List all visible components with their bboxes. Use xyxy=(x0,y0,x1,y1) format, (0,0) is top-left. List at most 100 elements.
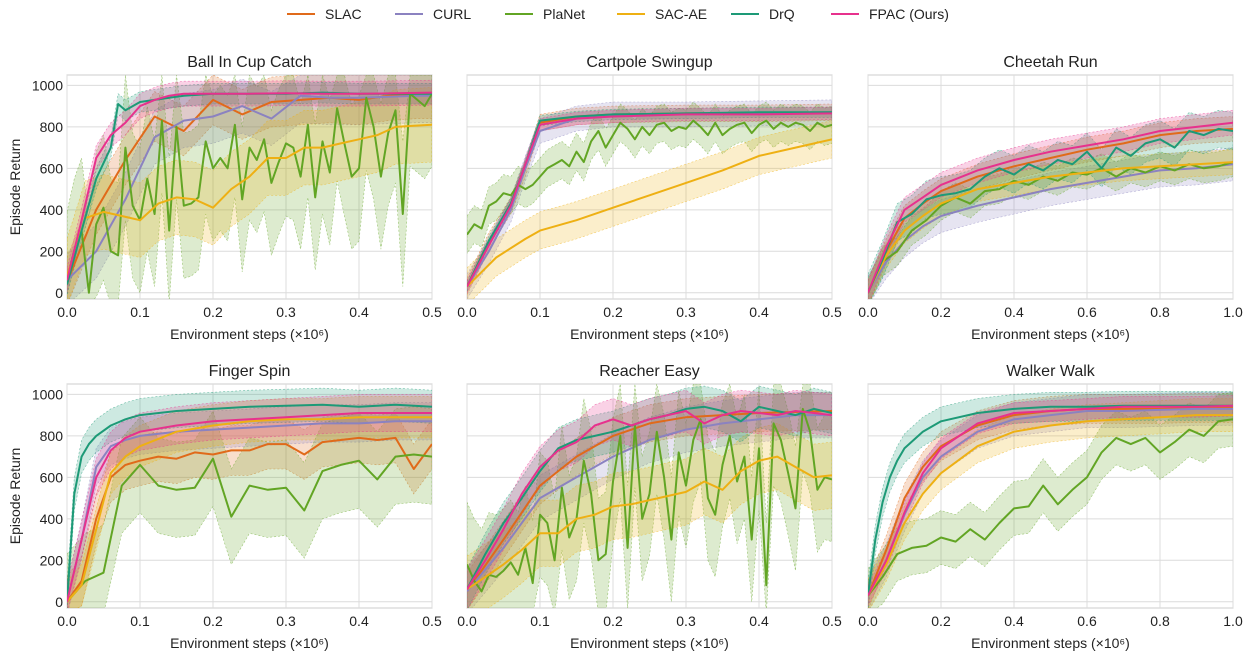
band-curl xyxy=(868,147,1233,299)
line-planet xyxy=(868,161,1233,294)
band-fpac-ours xyxy=(467,389,832,608)
x-tick-label: 0.4 xyxy=(749,304,769,320)
y-tick-label: 800 xyxy=(40,428,64,444)
panels: 0.0 0.1 0.2 0.3 0.4 0.5 0 200 400 600 800 1000 Ball … xyxy=(7,54,1243,651)
x-tick-label: 0.4 xyxy=(349,304,369,320)
line-slac xyxy=(467,410,832,592)
y-axis-label: Episode Return xyxy=(7,139,23,236)
line-planet xyxy=(467,119,832,236)
line-fpac-ours xyxy=(67,412,432,603)
band-drq xyxy=(67,81,432,295)
line-slac xyxy=(67,436,432,603)
panel-title: Reacher Easy xyxy=(599,363,700,380)
legend-label-sac-ae: SAC-AE xyxy=(655,6,707,22)
legend-label-drq: DrQ xyxy=(769,6,795,22)
line-drq xyxy=(67,403,432,602)
panel-title: Finger Spin xyxy=(209,363,291,380)
band-slac xyxy=(67,412,432,608)
band-slac xyxy=(868,116,1233,299)
panel-title: Cheetah Run xyxy=(1003,54,1097,71)
line-drq xyxy=(467,111,832,288)
line-curl xyxy=(467,414,832,593)
x-tick-label: 0.5 xyxy=(822,304,842,320)
y-tick-label: 400 xyxy=(40,202,64,218)
x-tick-label: 0.0 xyxy=(57,304,77,320)
band-fpac-ours xyxy=(67,394,432,608)
x-axis-label: Environment steps (×10⁶) xyxy=(170,635,329,651)
line-sac-ae xyxy=(467,138,832,288)
x-tick-label: 0.1 xyxy=(530,613,550,629)
x-tick-label: 0.4 xyxy=(1004,304,1024,320)
y-axis-label: Episode Return xyxy=(7,448,23,545)
x-tick-label: 0.1 xyxy=(530,304,550,320)
band-drq xyxy=(467,385,832,608)
band-sac-ae xyxy=(868,149,1233,299)
panel-reacher-easy: 0.0 0.1 0.2 0.3 0.4 0.5 Reacher Easy Environmen… xyxy=(457,363,842,651)
band-sac-ae xyxy=(67,87,432,299)
band-curl xyxy=(467,99,832,299)
x-axis-label: Environment steps (×10⁶) xyxy=(170,326,329,342)
panel-finger-spin: 0.0 0.1 0.2 0.3 0.4 0.5 0 200 400 600 800 1000 Finge… xyxy=(7,363,442,651)
band-slac xyxy=(67,75,432,299)
band-curl xyxy=(868,392,1233,608)
band-planet xyxy=(868,147,1233,299)
x-tick-label: 0.2 xyxy=(931,613,951,629)
line-sac-ae xyxy=(868,161,1233,294)
line-sac-ae xyxy=(467,455,832,591)
legend-label-slac: SLAC xyxy=(325,6,362,22)
x-tick-label: 0.0 xyxy=(457,304,477,320)
line-fpac-ours xyxy=(868,121,1233,294)
y-tick-label: 600 xyxy=(40,160,64,176)
y-tick-label: 200 xyxy=(40,552,64,568)
y-tick-label: 200 xyxy=(40,243,64,259)
x-tick-label: 0.2 xyxy=(603,304,623,320)
panel-title: Cartpole Swingup xyxy=(586,54,712,71)
legend-label-planet: PlaNet xyxy=(543,6,585,22)
line-planet xyxy=(868,418,1233,597)
x-tick-label: 0.3 xyxy=(276,613,296,629)
panel-title: Ball In Cup Catch xyxy=(187,54,312,71)
x-tick-label: 0.8 xyxy=(1150,613,1170,629)
x-axis-label: Environment steps (×10⁶) xyxy=(971,326,1130,342)
panel-ball-in-cup-catch: 0.0 0.1 0.2 0.3 0.4 0.5 0 200 400 600 800 1000 Ball … xyxy=(7,54,442,342)
line-fpac-ours xyxy=(868,404,1233,597)
band-drq xyxy=(868,109,1233,299)
x-tick-label: 0.6 xyxy=(1077,304,1097,320)
x-tick-label: 0.2 xyxy=(931,304,951,320)
band-planet xyxy=(67,75,432,299)
band-planet xyxy=(467,101,832,254)
x-tick-label: 0.2 xyxy=(203,613,223,629)
x-tick-label: 0.5 xyxy=(422,613,442,629)
x-tick-label: 0.4 xyxy=(749,613,769,629)
y-tick-label: 0 xyxy=(55,594,63,610)
band-fpac-ours xyxy=(67,79,432,293)
band-drq xyxy=(868,391,1233,608)
x-tick-label: 0.6 xyxy=(1077,613,1097,629)
x-tick-label: 0.0 xyxy=(858,304,878,320)
x-tick-label: 0.5 xyxy=(822,613,842,629)
x-tick-label: 0.1 xyxy=(130,613,150,629)
y-tick-label: 400 xyxy=(40,511,64,527)
band-sac-ae xyxy=(467,120,832,299)
band-slac xyxy=(868,393,1233,608)
y-tick-label: 1000 xyxy=(32,77,63,93)
line-fpac-ours xyxy=(467,112,832,288)
x-tick-label: 0.4 xyxy=(349,613,369,629)
line-planet xyxy=(67,453,432,603)
x-tick-label: 0.3 xyxy=(276,304,296,320)
line-sac-ae xyxy=(67,416,432,603)
x-tick-label: 0.0 xyxy=(858,613,878,629)
x-tick-label: 1.0 xyxy=(1223,613,1243,629)
x-tick-label: 0.0 xyxy=(57,613,77,629)
y-tick-label: 600 xyxy=(40,469,64,485)
line-fpac-ours xyxy=(467,410,832,590)
panel-walker-walk: 0.0 0.2 0.4 0.6 0.8 1.0 Walker Walk Environment… xyxy=(858,363,1243,651)
legend-label-fpac-ours: FPAC (Ours) xyxy=(869,6,949,22)
x-tick-label: 0.2 xyxy=(603,613,623,629)
band-fpac-ours xyxy=(868,395,1233,607)
x-tick-label: 1.0 xyxy=(1223,304,1243,320)
panel-title: Walker Walk xyxy=(1006,363,1096,380)
band-planet xyxy=(868,391,1233,608)
band-sac-ae xyxy=(67,396,432,608)
band-sac-ae xyxy=(868,398,1233,608)
